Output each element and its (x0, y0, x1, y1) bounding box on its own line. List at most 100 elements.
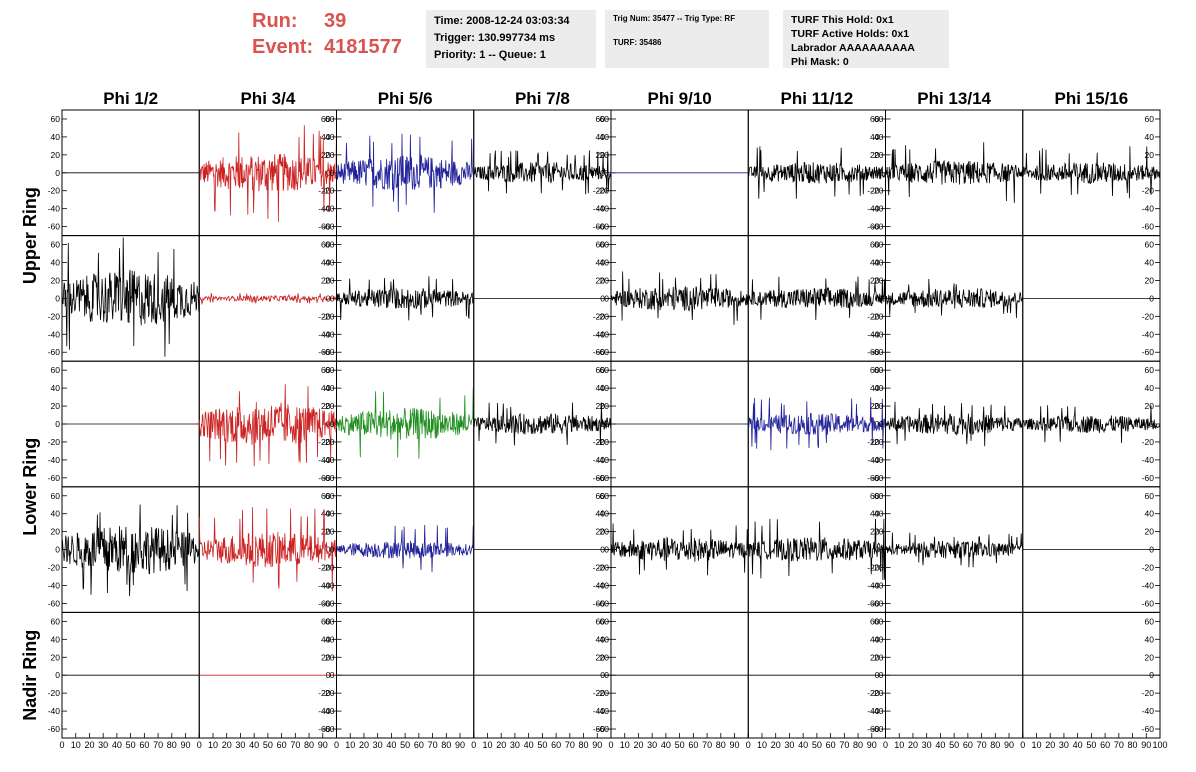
y-tick-label: 40 (321, 509, 331, 519)
y-tick-label: 40 (874, 383, 884, 393)
y-tick-label: -20 (593, 688, 606, 698)
y-tick-label: -40 (48, 706, 61, 716)
y-tick-label: 40 (600, 258, 610, 268)
y-tick-label: 20 (870, 275, 880, 285)
y-tick-label: -60 (318, 473, 331, 483)
y-tick-label: 0 (55, 419, 60, 429)
y-tick-label: -40 (597, 204, 610, 214)
y-tick-label: 60 (325, 114, 335, 124)
x-tick-label: 80 (1128, 740, 1138, 750)
y-tick-label: 20 (596, 275, 606, 285)
y-tick-label: 60 (600, 491, 610, 501)
x-tick-label: 0 (59, 740, 64, 750)
waveform-trace (61, 504, 200, 597)
y-tick-label: 40 (1145, 383, 1155, 393)
y-tick-label: -20 (1142, 186, 1155, 196)
y-tick-label: 60 (51, 114, 61, 124)
y-tick-label: 20 (325, 401, 335, 411)
y-tick-label: -40 (867, 580, 880, 590)
x-tick-label: 0 (1020, 740, 1025, 750)
y-tick-label: 0 (55, 293, 60, 303)
y-tick-label: -60 (593, 473, 606, 483)
trig-num-text: Trig Num: 35477 -- Trig Type: RF (613, 14, 736, 23)
waveform-trace (1022, 146, 1161, 199)
y-tick-label: 0 (55, 670, 60, 680)
y-tick-label: -60 (867, 347, 880, 357)
x-tick-label: 90 (455, 740, 465, 750)
y-tick-label: -20 (318, 437, 331, 447)
x-tick-label: 50 (400, 740, 410, 750)
x-tick-label: 10 (345, 740, 355, 750)
turf-info-box: TURF This Hold: 0x1 TURF Active Holds: 0… (783, 10, 949, 68)
y-tick-label: -20 (871, 186, 884, 196)
y-tick-label: -20 (597, 437, 610, 447)
x-tick-label: 90 (867, 740, 877, 750)
panel-frame (61, 486, 200, 613)
x-tick-label: 30 (510, 740, 520, 750)
y-tick-label: 20 (325, 150, 335, 160)
x-tick-label: 90 (181, 740, 191, 750)
y-tick-label: 40 (321, 634, 331, 644)
y-tick-label: -20 (593, 311, 606, 321)
y-tick-label: 60 (596, 491, 606, 501)
y-tick-label: 40 (874, 509, 884, 519)
y-tick-label: 0 (326, 545, 331, 555)
y-tick-label: 60 (325, 240, 335, 250)
y-tick-label: -20 (1142, 437, 1155, 447)
time-text: Time: 2008-12-24 03:03:34 (434, 15, 570, 27)
y-tick-label: -60 (48, 724, 61, 734)
y-tick-label: -20 (867, 563, 880, 573)
x-tick-label: 70 (702, 740, 712, 750)
y-tick-label: -20 (1142, 688, 1155, 698)
x-tick-label: 0 (746, 740, 751, 750)
y-tick-label: -60 (1142, 473, 1155, 483)
y-tick-label: 60 (321, 240, 331, 250)
column-header: Phi 7/8 (515, 89, 570, 108)
x-tick-label: 30 (647, 740, 657, 750)
x-tick-label: 30 (235, 740, 245, 750)
y-tick-label: 60 (874, 240, 884, 250)
x-tick-label: 100 (1152, 740, 1167, 750)
y-tick-label: -20 (318, 311, 331, 321)
y-tick-label: 60 (870, 240, 880, 250)
x-tick-label: 10 (208, 740, 218, 750)
y-tick-label: -20 (871, 437, 884, 447)
y-tick-label: -40 (593, 455, 606, 465)
y-tick-label: 0 (330, 545, 335, 555)
y-tick-label: 60 (874, 491, 884, 501)
x-tick-label: 20 (1045, 740, 1055, 750)
y-tick-label: 60 (1145, 491, 1155, 501)
y-tick-label: 60 (600, 114, 610, 124)
waveform-trace (747, 397, 886, 451)
y-tick-label: -20 (48, 688, 61, 698)
y-tick-label: -40 (867, 204, 880, 214)
y-tick-label: -60 (871, 724, 884, 734)
y-tick-label: -40 (322, 204, 335, 214)
column-header: Phi 15/16 (1055, 89, 1129, 108)
waveform-trace (747, 518, 886, 581)
x-tick-label: 70 (1114, 740, 1124, 750)
x-tick-label: 60 (277, 740, 287, 750)
y-tick-label: -40 (597, 706, 610, 716)
waveform-trace (747, 276, 886, 321)
x-tick-label: 30 (1059, 740, 1069, 750)
y-tick-label: -40 (593, 580, 606, 590)
x-tick-label: 70 (565, 740, 575, 750)
y-tick-label: 0 (330, 293, 335, 303)
y-tick-label: 20 (874, 401, 884, 411)
y-tick-label: -40 (871, 455, 884, 465)
run-event-box: Run: 39 Event: 4181577 (252, 8, 402, 60)
y-tick-label: 60 (874, 616, 884, 626)
x-tick-label: 60 (1100, 740, 1110, 750)
y-tick-label: 40 (870, 509, 880, 519)
